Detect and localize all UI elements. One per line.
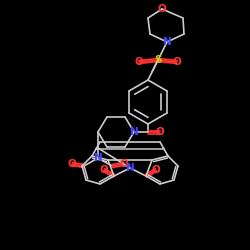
Text: O: O	[172, 57, 182, 67]
Text: S: S	[154, 55, 162, 65]
Text: O: O	[100, 165, 108, 175]
Text: O: O	[152, 165, 160, 175]
Text: O: O	[120, 159, 128, 169]
Text: O: O	[68, 159, 76, 169]
Text: O: O	[158, 4, 166, 14]
Text: N: N	[94, 153, 102, 163]
Text: N: N	[162, 37, 172, 47]
Text: N: N	[130, 127, 138, 137]
Text: O: O	[134, 57, 143, 67]
Text: O: O	[156, 127, 164, 137]
Text: N: N	[126, 163, 134, 173]
